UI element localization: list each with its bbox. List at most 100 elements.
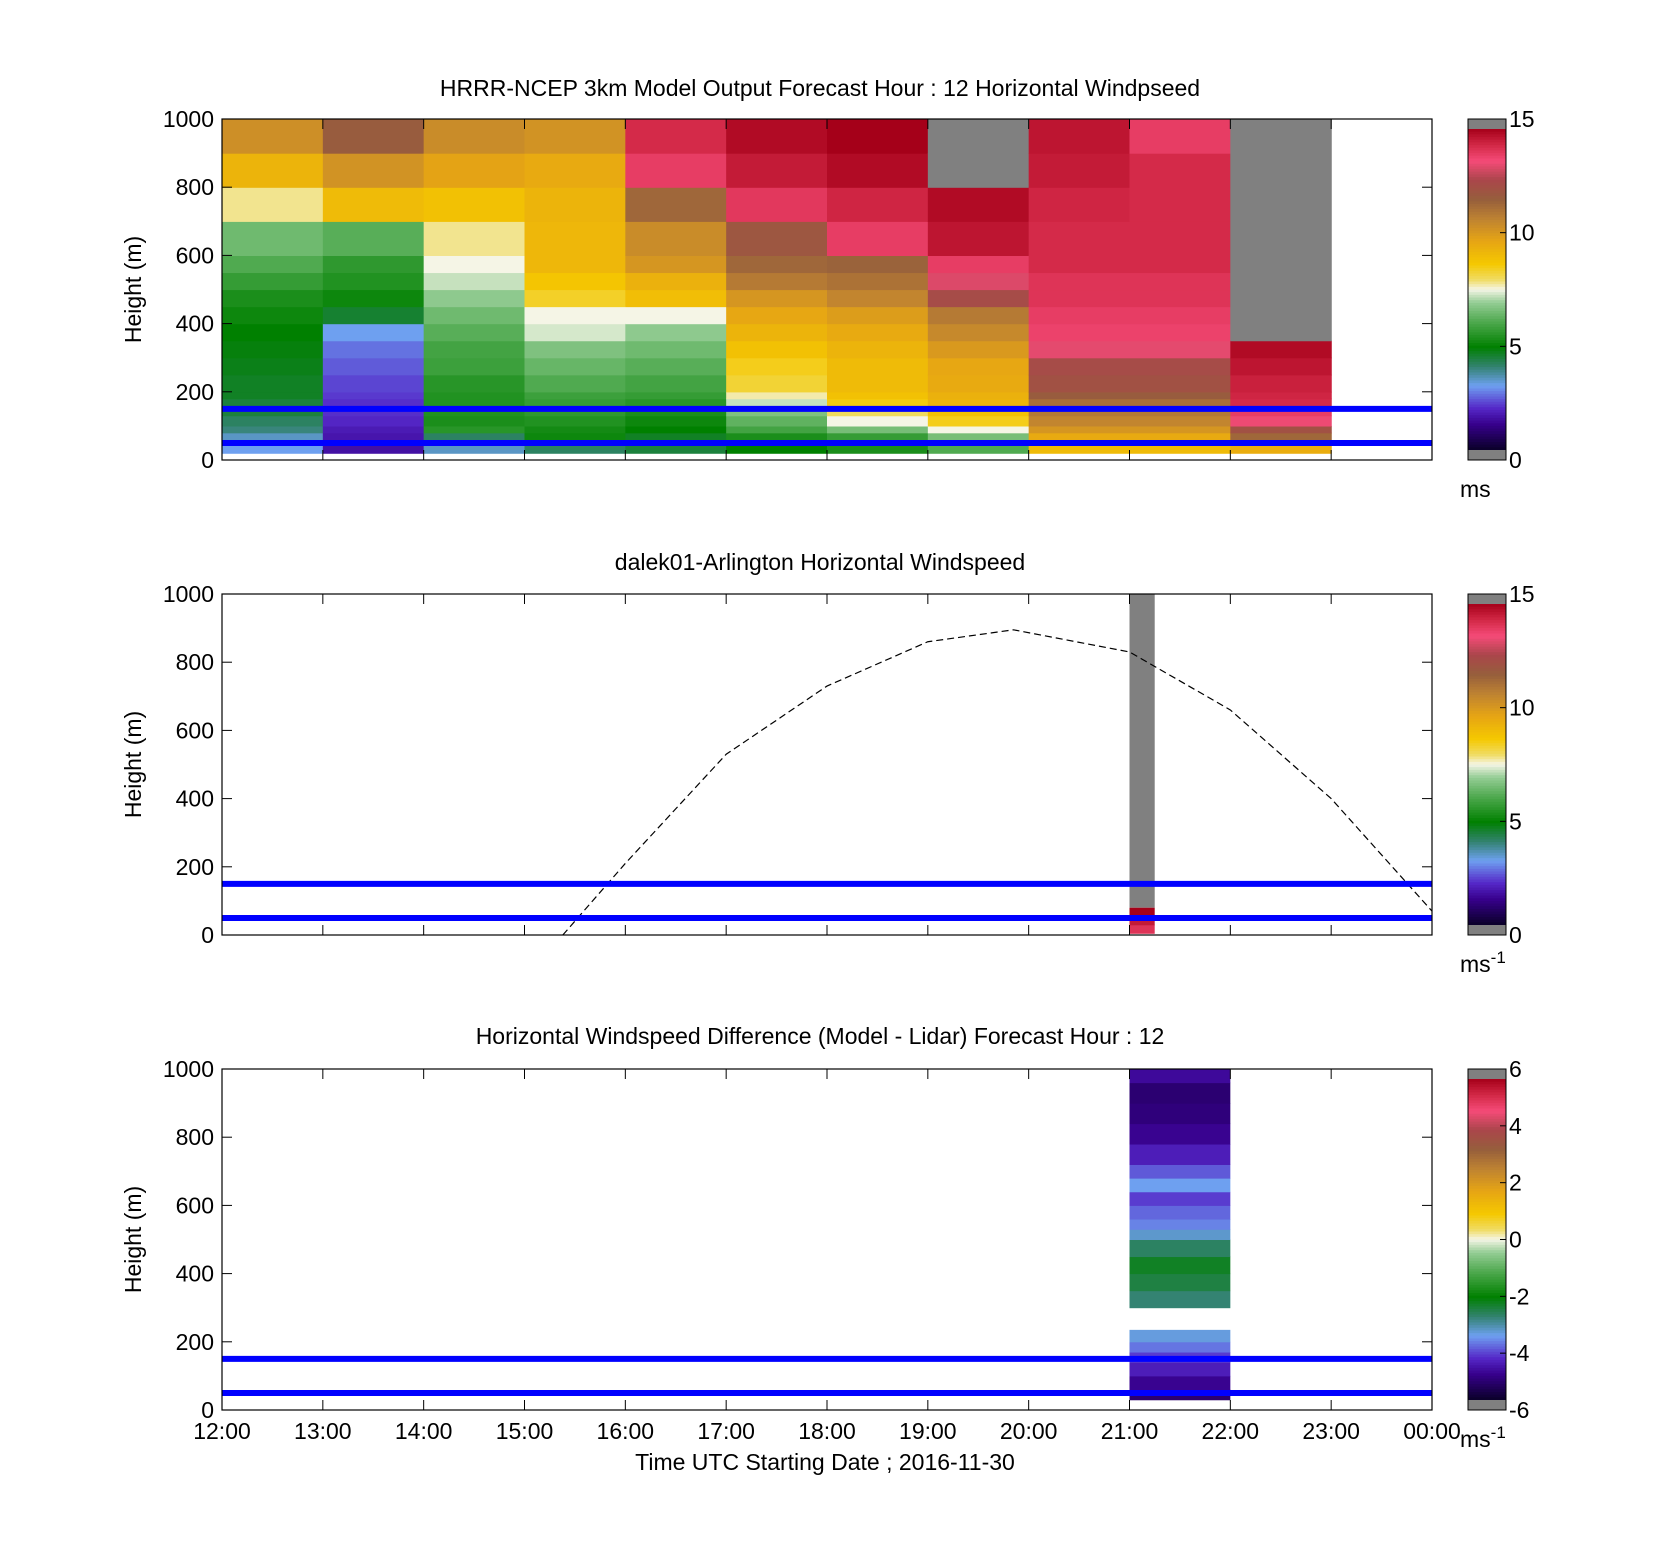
colorbar-segment: [1468, 614, 1506, 618]
colorbar-segment: [1468, 1215, 1506, 1219]
colorbar-segment: [1468, 847, 1506, 851]
panel-title: dalek01-Arlington Horizontal Windspeed: [615, 549, 1025, 575]
colorbar-segment: [1468, 686, 1506, 691]
colorbar-segment: [1468, 1177, 1506, 1182]
colorbar-segment: [1468, 740, 1506, 744]
colorbar-segment: [1468, 1284, 1506, 1289]
colorbar-segment: [1468, 785, 1506, 790]
colorbar-segment: [1468, 316, 1506, 320]
x-tick-label: 00:00: [1403, 1418, 1461, 1444]
colorbar-segment: [1468, 751, 1506, 755]
colorbar-segment: [1468, 1255, 1506, 1259]
colorbar-over-segment: [1468, 1069, 1506, 1079]
colorbar-segment: [1468, 324, 1506, 328]
heatmap-cell: [222, 187, 324, 222]
y-axis-label: Height (m): [120, 1186, 146, 1293]
colorbar-segment: [1468, 1346, 1506, 1350]
heatmap-cell: [1129, 221, 1231, 256]
heatmap-cell: [423, 408, 526, 417]
heatmap-cell: [222, 408, 324, 417]
missing-data-cell: [1129, 594, 1155, 908]
colorbar-segment: [1468, 1354, 1506, 1358]
colorbar: -6 -4 -2 0 2 4 6 ms-1: [1460, 1056, 1530, 1452]
colorbar-segment: [1468, 735, 1506, 739]
colorbar-unit-exponent: -1: [1491, 948, 1506, 967]
colorbar-segment: [1468, 807, 1506, 811]
colorbar-segment: [1468, 916, 1506, 921]
heatmap-cell: [625, 408, 727, 417]
colorbar-segment: [1468, 1180, 1506, 1184]
heatmap-cell: [1129, 272, 1231, 291]
colorbar-segment: [1468, 343, 1506, 347]
colorbar-segment: [1468, 364, 1506, 368]
heatmap-cell: [1129, 340, 1231, 359]
colorbar-segment: [1468, 684, 1506, 688]
heatmap-cell: [1129, 255, 1231, 274]
heatmap-cell: [322, 323, 425, 342]
heatmap-cell: [827, 289, 929, 308]
heatmap-cell: [322, 340, 425, 359]
y-tick-label: 1000: [163, 1056, 214, 1082]
heatmap-cell: [1230, 398, 1332, 410]
colorbar-segment: [1468, 922, 1506, 926]
colorbar-segment: [1468, 431, 1506, 435]
heatmap-cell: [726, 289, 828, 308]
y-axis-label: Height (m): [120, 711, 146, 818]
heatmap-cell: [927, 357, 1030, 376]
heatmap-cell: [1028, 323, 1131, 342]
colorbar-segment: [1468, 850, 1506, 854]
colorbar-segment: [1468, 783, 1506, 787]
heatmap-cell: [524, 357, 626, 376]
heatmap-cell: [927, 272, 1030, 291]
colorbar-segment: [1468, 187, 1506, 192]
colorbar-segment: [1468, 276, 1506, 280]
colorbar-segment: [1468, 372, 1506, 376]
missing-data-cell: [1230, 119, 1332, 342]
heatmap-cell: [222, 255, 324, 274]
colorbar-segment: [1468, 367, 1506, 371]
colorbar-segment: [1468, 1159, 1506, 1163]
colorbar-segment: [1468, 332, 1506, 336]
heatmap-cell: [625, 187, 727, 222]
colorbar-segment: [1468, 681, 1506, 685]
y-tick-label: 600: [176, 717, 214, 743]
colorbar-tick-label: -4: [1509, 1340, 1530, 1366]
colorbar-segment: [1468, 286, 1506, 291]
colorbar: 0 5 10 15 ms: [1460, 106, 1535, 502]
colorbar-segment: [1468, 1383, 1506, 1388]
colorbar-segment: [1468, 206, 1506, 210]
heatmap-cell: [625, 374, 727, 393]
colorbar-segment: [1468, 345, 1506, 349]
colorbar-segment: [1468, 211, 1506, 216]
colorbar-segment: [1468, 340, 1506, 344]
colorbar-segment: [1468, 217, 1506, 221]
colorbar-segment: [1468, 842, 1506, 846]
heatmap-cell: [1129, 924, 1155, 934]
heatmap-cell: [524, 221, 626, 256]
colorbar-segment: [1468, 353, 1506, 357]
heatmap-cell: [927, 187, 1030, 222]
colorbar-segment: [1468, 1268, 1506, 1273]
colorbar-segment: [1468, 313, 1506, 317]
heatmap-cell: [524, 408, 626, 417]
colorbar-segment: [1468, 1389, 1506, 1393]
heatmap-cell: [1129, 1219, 1231, 1230]
colorbar-tick-label: 10: [1509, 220, 1535, 246]
colorbar-segment: [1468, 209, 1506, 213]
heatmap-cell: [1129, 1103, 1231, 1125]
heatmap-cell: [322, 415, 425, 427]
heatmap-cell: [222, 357, 324, 376]
colorbar-segment: [1468, 257, 1506, 261]
heatmap-cell: [1230, 391, 1332, 400]
heatmap-cell: [222, 391, 324, 400]
colorbar-segment: [1468, 1298, 1506, 1302]
heatmap-cell: [524, 153, 626, 188]
heatmap-cell: [423, 289, 526, 308]
heatmap-cell: [1028, 187, 1131, 222]
heatmap-cell: [524, 425, 626, 434]
colorbar-segment: [1468, 1247, 1506, 1251]
colorbar-segment: [1468, 630, 1506, 635]
heatmap-cell: [423, 357, 526, 376]
heatmap-cell: [1129, 1362, 1231, 1377]
heatmap-cell: [322, 398, 425, 410]
